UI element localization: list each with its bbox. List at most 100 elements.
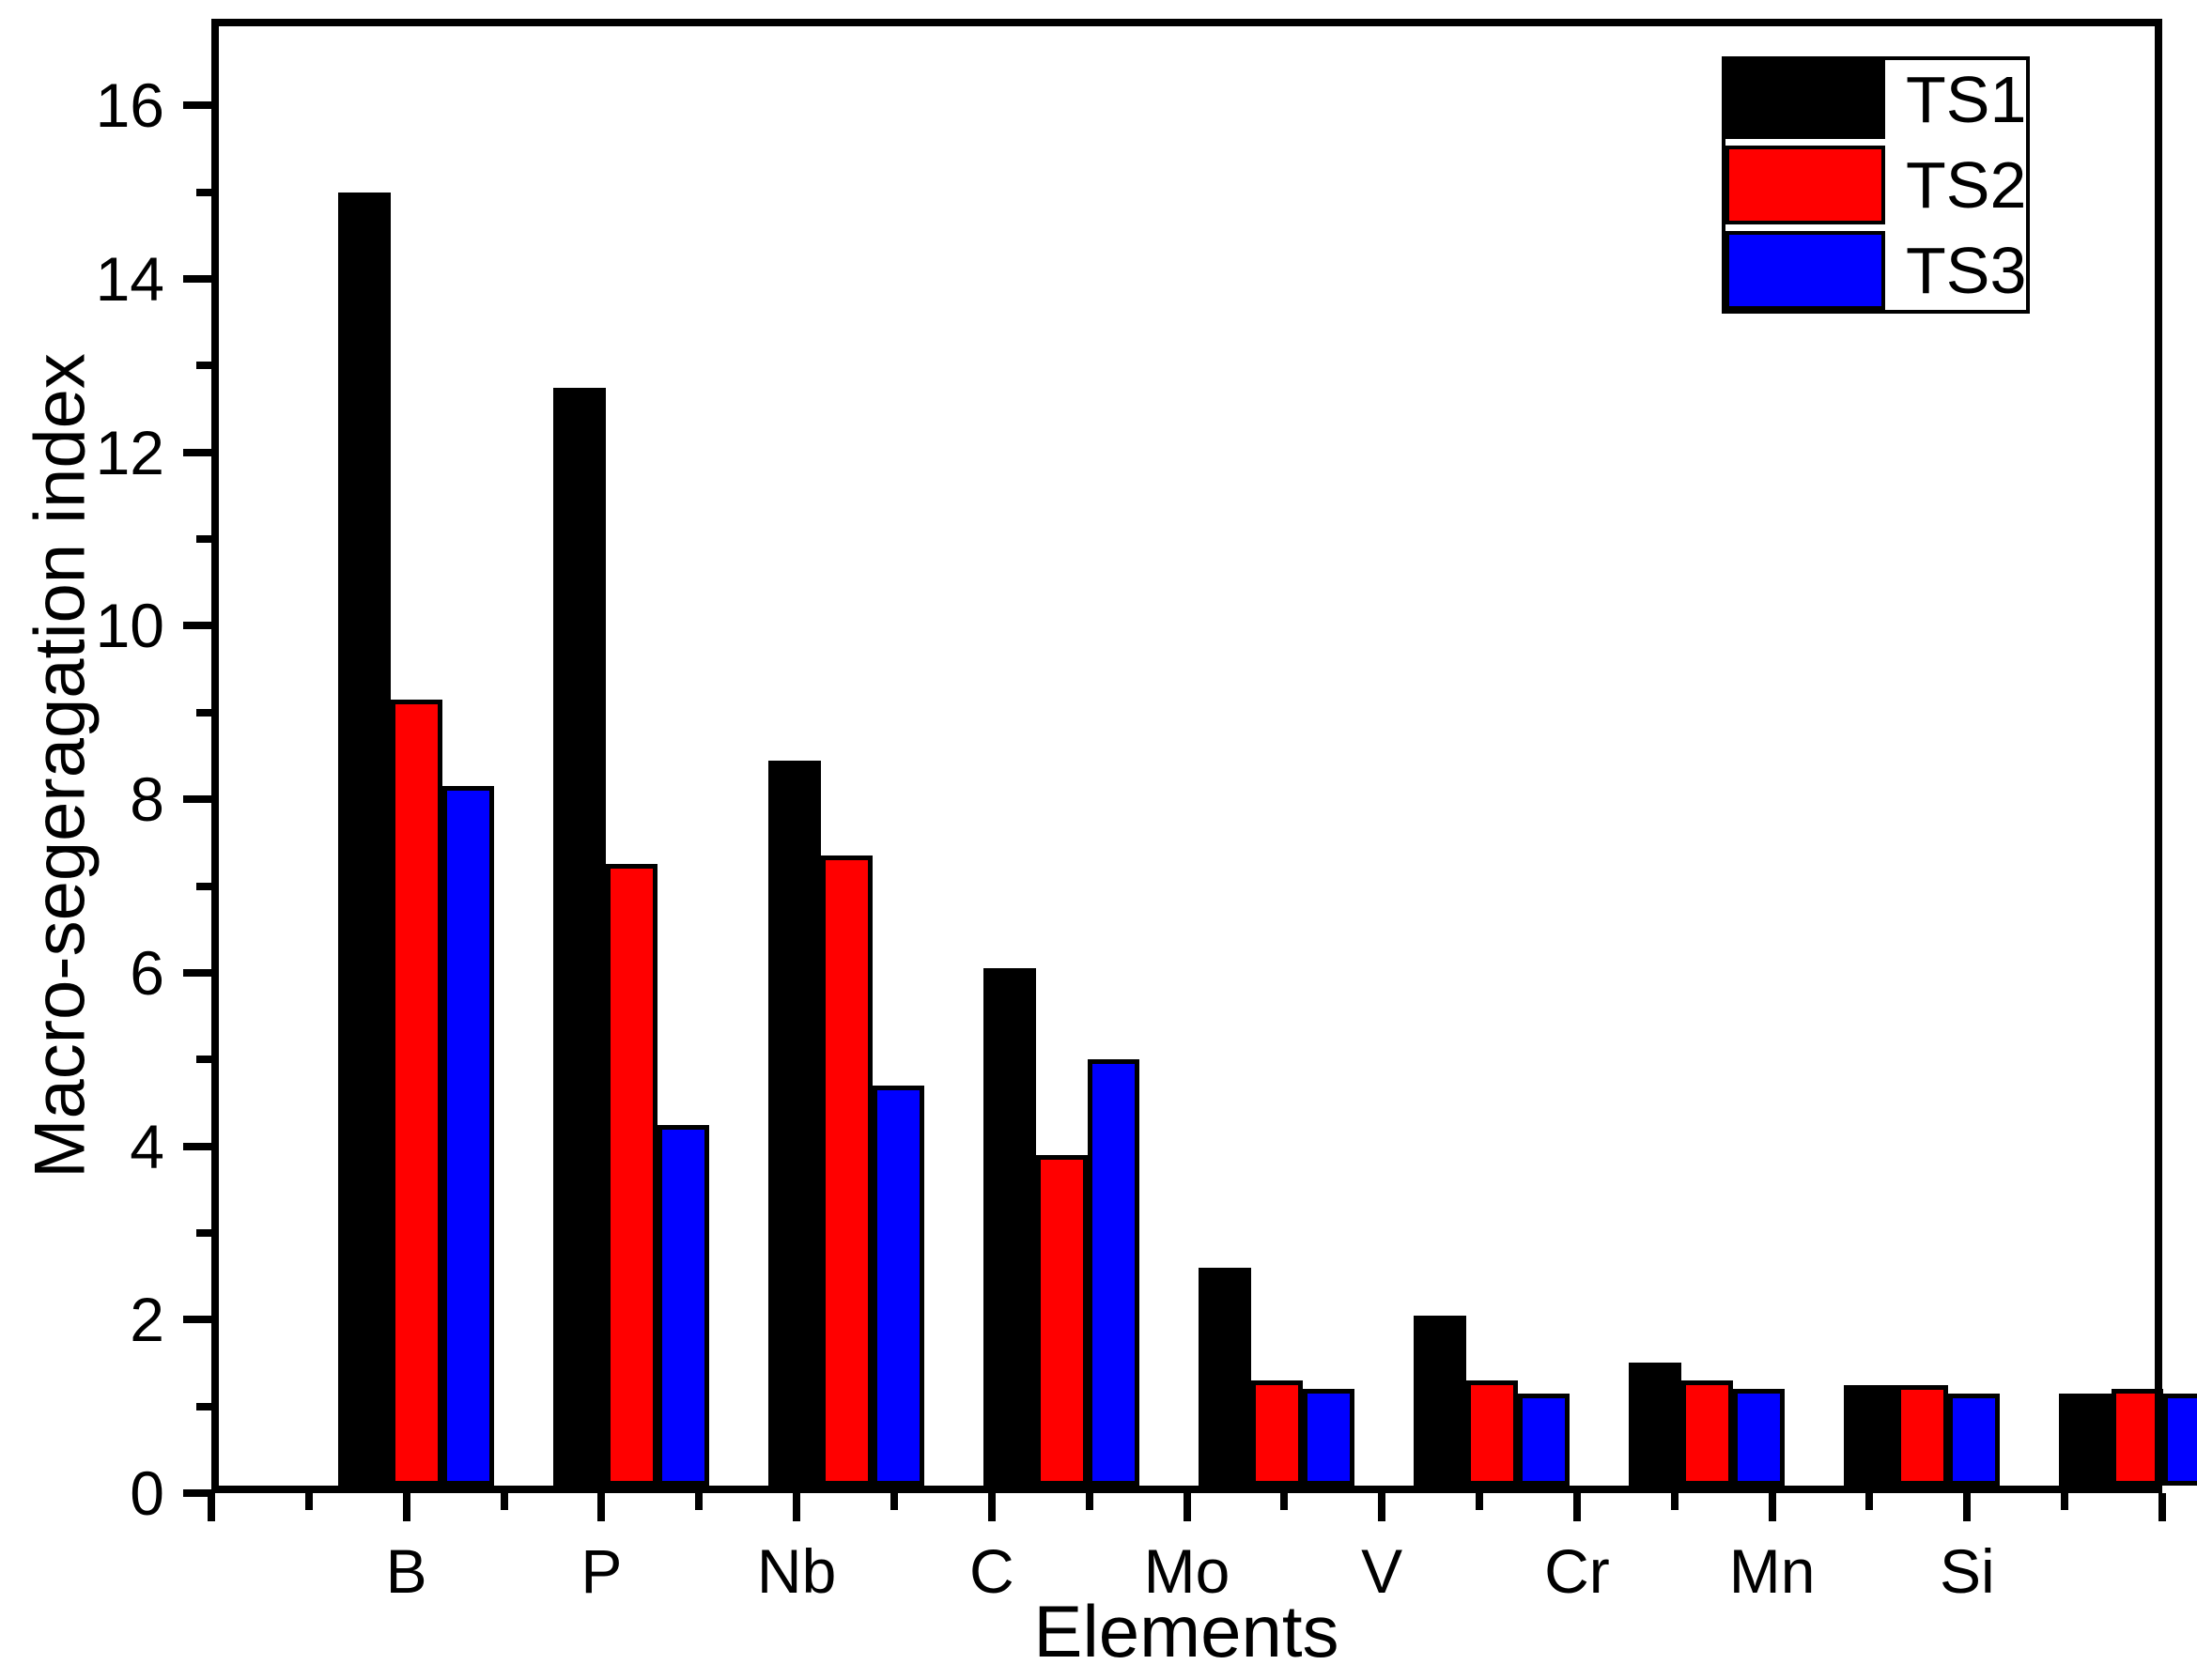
x-tick-label-Cr: Cr <box>1544 1536 1610 1606</box>
legend-row-ts1: TS1 <box>1725 60 2026 139</box>
x-minor-tick-0 <box>304 1493 313 1510</box>
bar-TS3-C <box>1088 1059 1140 1486</box>
x-major-tick-2 <box>597 1493 606 1521</box>
bar-TS1-V <box>1414 1315 1466 1486</box>
x-major-tick-4 <box>987 1493 996 1521</box>
legend: TS1 TS2 TS3 <box>1722 56 2030 314</box>
bar-group-C <box>954 26 1169 1486</box>
bar-TS2-Nb <box>820 855 874 1486</box>
bar-group-Nb <box>739 26 954 1486</box>
bar-TS1-C <box>983 968 1036 1486</box>
legend-label-ts3: TS3 <box>1906 234 2027 307</box>
bar-TS2-C <box>1035 1154 1089 1486</box>
x-tick-label-P: P <box>580 1536 623 1606</box>
bar-TS3-Nb <box>873 1085 925 1486</box>
x-minor-tick-9 <box>2061 1493 2069 1510</box>
bars-layer <box>219 26 2197 1486</box>
bar-TS2-P <box>605 864 658 1486</box>
legend-row-ts2: TS2 <box>1725 146 2026 224</box>
bar-TS3-Si <box>2163 1393 2197 1486</box>
y-major-tick-16 <box>183 101 211 110</box>
bar-group-Cr <box>1600 26 1815 1486</box>
bar-TS1-Mo <box>1199 1267 1251 1486</box>
legend-swatch-ts1 <box>1725 60 1885 139</box>
bar-TS2-Mo <box>1250 1379 1304 1486</box>
x-tick-label-V: V <box>1361 1536 1403 1606</box>
y-tick-label-8: 8 <box>130 764 164 835</box>
x-major-tick-9 <box>1963 1493 1972 1521</box>
y-axis-title: Macro-segeragation index <box>20 353 101 1179</box>
x-tick-label-Mo: Mo <box>1143 1536 1230 1606</box>
y-tick-label-10: 10 <box>95 591 164 661</box>
bar-group-Mo <box>1169 26 1385 1486</box>
y-tick-label-0: 0 <box>130 1458 164 1528</box>
bar-group-B <box>309 26 524 1486</box>
y-tick-label-4: 4 <box>130 1111 164 1181</box>
x-major-tick-1 <box>402 1493 410 1521</box>
x-major-tick-3 <box>793 1493 801 1521</box>
y-tick-label-16: 16 <box>95 70 164 141</box>
x-minor-tick-4 <box>1085 1493 1093 1510</box>
y-major-tick-10 <box>183 622 211 630</box>
bar-TS2-Si <box>2111 1389 2164 1486</box>
x-minor-tick-2 <box>695 1493 704 1510</box>
bar-TS1-B <box>338 192 391 1486</box>
y-minor-tick-11 <box>196 535 211 544</box>
x-major-tick-8 <box>1768 1493 1776 1521</box>
x-major-tick-7 <box>1572 1493 1581 1521</box>
bar-TS1-Cr <box>1629 1363 1681 1486</box>
bar-TS2-B <box>390 699 443 1486</box>
bar-TS3-Cr <box>1733 1389 1786 1486</box>
y-minor-tick-1 <box>196 1402 211 1410</box>
x-major-tick-5 <box>1183 1493 1191 1521</box>
bar-TS1-Nb <box>768 760 821 1486</box>
bar-TS3-B <box>442 786 495 1486</box>
legend-label-ts1: TS1 <box>1906 63 2027 136</box>
x-axis-title: Elements <box>1033 1590 1339 1672</box>
bar-TS3-Mo <box>1303 1389 1355 1486</box>
bar-TS1-Mn <box>1844 1384 1896 1486</box>
bar-TS2-Cr <box>1680 1379 1734 1486</box>
x-tick-label-Si: Si <box>1939 1536 1995 1606</box>
y-major-tick-0 <box>183 1489 211 1497</box>
y-minor-tick-7 <box>196 882 211 890</box>
x-major-tick-10 <box>2158 1493 2166 1521</box>
legend-swatch-ts2 <box>1725 146 1885 224</box>
x-minor-tick-5 <box>1280 1493 1289 1510</box>
y-minor-tick-9 <box>196 708 211 717</box>
y-major-tick-4 <box>183 1142 211 1150</box>
bar-TS3-P <box>658 1124 710 1486</box>
legend-row-ts3: TS3 <box>1725 231 2026 310</box>
x-minor-tick-7 <box>1670 1493 1679 1510</box>
bar-group-V <box>1385 26 1600 1486</box>
y-major-tick-6 <box>183 968 211 977</box>
legend-label-ts2: TS2 <box>1906 148 2027 222</box>
x-tick-label-B: B <box>385 1536 427 1606</box>
y-minor-tick-13 <box>196 362 211 370</box>
x-major-tick-6 <box>1378 1493 1386 1521</box>
y-tick-label-6: 6 <box>130 937 164 1008</box>
legend-swatch-ts3 <box>1725 231 1885 310</box>
x-minor-tick-3 <box>890 1493 898 1510</box>
y-tick-label-2: 2 <box>130 1285 164 1355</box>
bar-group-Mn <box>1815 26 2030 1486</box>
y-minor-tick-5 <box>196 1056 211 1064</box>
bar-TS1-Si <box>2059 1393 2112 1486</box>
bar-TS2-V <box>1465 1379 1519 1486</box>
x-tick-label-Nb: Nb <box>756 1536 837 1606</box>
x-major-tick-0 <box>208 1493 215 1521</box>
y-tick-label-14: 14 <box>95 244 164 315</box>
x-minor-tick-1 <box>500 1493 508 1510</box>
bar-TS3-V <box>1518 1393 1570 1486</box>
bar-TS1-P <box>553 387 606 1486</box>
y-major-tick-14 <box>183 275 211 284</box>
x-minor-tick-8 <box>1865 1493 1874 1510</box>
x-tick-label-C: C <box>968 1536 1014 1606</box>
y-major-tick-12 <box>183 448 211 456</box>
bar-group-Si <box>2030 26 2197 1486</box>
bar-TS2-Mn <box>1895 1384 1949 1486</box>
bar-group-P <box>524 26 739 1486</box>
x-tick-label-Mn: Mn <box>1728 1536 1816 1606</box>
y-minor-tick-3 <box>196 1228 211 1237</box>
